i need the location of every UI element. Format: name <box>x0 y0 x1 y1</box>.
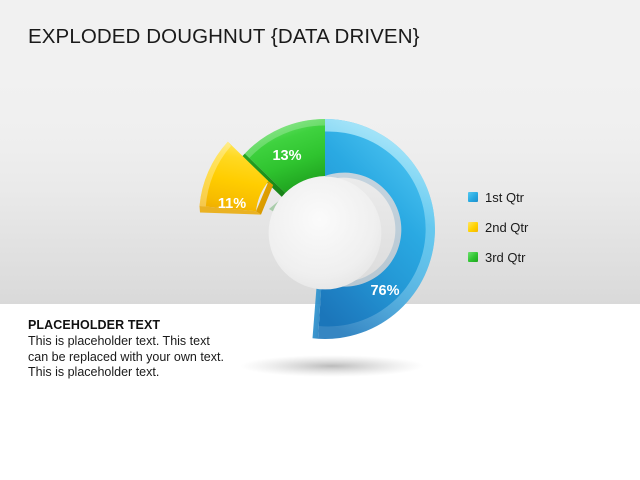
slice-label-3rd-qtr: 13% <box>272 148 301 164</box>
legend-item-3rd-qtr[interactable]: 3rd Qtr <box>468 242 578 272</box>
placeholder-line-3: This is placeholder text. <box>28 365 160 379</box>
doughnut-chart-svg: 76% 11% 13% <box>199 118 435 377</box>
slice-2nd-qtr[interactable] <box>199 141 274 215</box>
slice-label-1st-qtr: 76% <box>370 283 399 299</box>
legend-swatch-icon <box>468 222 478 232</box>
legend-item-1st-qtr[interactable]: 1st Qtr <box>468 182 578 212</box>
legend-label: 2nd Qtr <box>485 219 529 235</box>
placeholder-heading: PLACEHOLDER TEXT <box>28 318 161 332</box>
legend-swatch-icon <box>468 252 478 262</box>
chart-drop-shadow <box>240 355 424 377</box>
slice-3rd-qtr[interactable] <box>241 118 325 212</box>
doughnut-hole <box>268 176 382 290</box>
legend-label: 3rd Qtr <box>485 249 526 265</box>
page-title: EXPLODED DOUGHNUT {DATA DRIVEN} <box>28 25 420 48</box>
slice-label-2nd-qtr: 11% <box>218 196 246 212</box>
slice-1st-qtr[interactable] <box>312 119 435 339</box>
chart-legend: 1st Qtr 2nd Qtr 3rd Qtr <box>468 182 578 272</box>
placeholder-text-block: PLACEHOLDER TEXT This is placeholder tex… <box>28 318 278 381</box>
legend-item-2nd-qtr[interactable]: 2nd Qtr <box>468 212 578 242</box>
placeholder-line-1: This is placeholder text. This text <box>28 334 210 348</box>
doughnut-chart: 76% 11% 13% <box>186 104 476 384</box>
placeholder-line-2: can be replaced with your own text. <box>28 349 224 364</box>
legend-label: 1st Qtr <box>485 189 525 205</box>
legend-swatch-icon <box>468 192 478 202</box>
